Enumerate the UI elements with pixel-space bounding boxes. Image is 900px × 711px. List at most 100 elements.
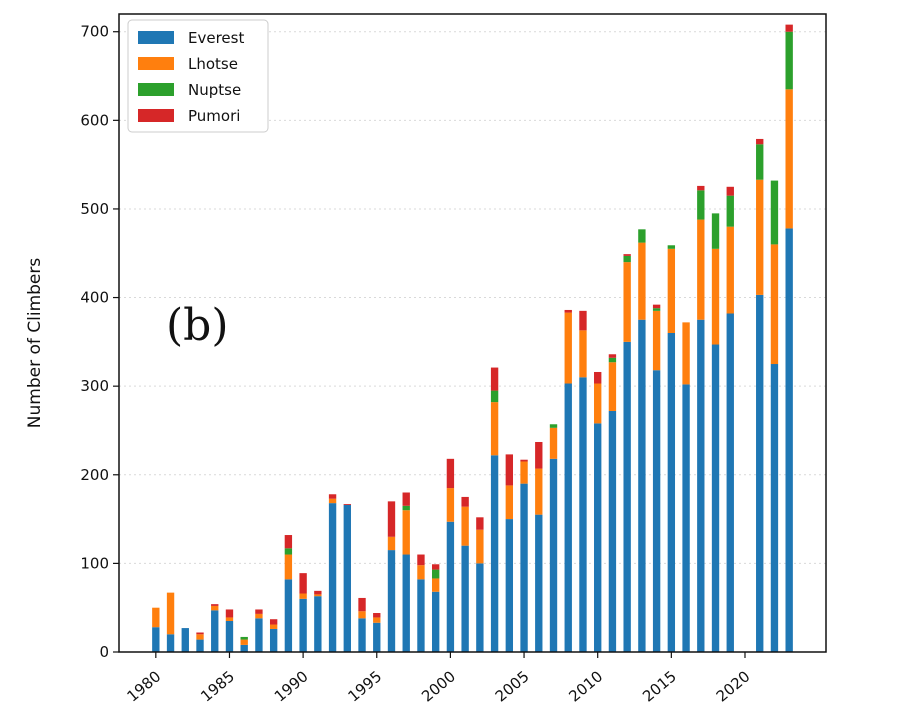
bar-segment-everest (255, 618, 263, 652)
bar-segment-pumori (225, 609, 234, 618)
bar-segment-everest (152, 627, 160, 652)
bar-segment-nuptse (490, 390, 499, 403)
bar-segment-lhotse (255, 613, 263, 619)
bar-segment-pumori (697, 185, 705, 191)
bar-segment-nuptse (549, 424, 558, 428)
bar-segment-everest (785, 228, 793, 652)
bar-segment-pumori (373, 613, 381, 618)
bar-segment-lhotse (564, 312, 572, 384)
bar-segment-everest (211, 610, 219, 652)
bar-segment-everest (770, 364, 779, 652)
bar-segment-lhotse (608, 362, 617, 411)
bar-segment-nuptse (638, 229, 646, 243)
bar-segment-nuptse (284, 548, 293, 555)
x-tick-label: 2010 (565, 667, 606, 705)
bar-segment-lhotse (373, 617, 381, 623)
bar-segment-lhotse (211, 605, 219, 611)
x-tick-label: 1980 (124, 667, 165, 705)
bar-segment-everest (225, 620, 234, 652)
legend-label-pumori: Pumori (188, 107, 240, 125)
bar-segment-pumori (211, 604, 219, 606)
bar-segment-lhotse (284, 554, 293, 580)
bar-segment-everest (417, 579, 425, 652)
y-tick-label: 200 (80, 466, 109, 484)
bar-segment-pumori (446, 458, 455, 489)
bar-segment-pumori (417, 554, 425, 566)
x-tick-label: 1995 (345, 667, 386, 705)
legend: Everest Lhotse Nuptse Pumori (127, 19, 269, 133)
bar-segment-lhotse (770, 244, 779, 365)
bar-segment-lhotse (505, 485, 514, 520)
bar-segment-lhotse (697, 219, 705, 320)
bar-segment-everest (181, 628, 189, 652)
legend-swatch-everest (138, 31, 174, 44)
bar-segment-lhotse (579, 330, 587, 378)
bar-segment-pumori (579, 310, 587, 331)
bar-segment-pumori (255, 609, 263, 614)
x-tick-label: 2015 (639, 667, 680, 705)
bar-segment-everest (667, 333, 676, 652)
bar-segment-lhotse (535, 468, 543, 515)
bar-segment-pumori (328, 494, 337, 499)
legend-label-nuptse: Nuptse (188, 81, 241, 99)
x-tick-label: 1985 (197, 667, 238, 705)
bar-segment-pumori (358, 597, 366, 612)
bar-segment-everest (726, 313, 734, 652)
bar-segment-pumori (785, 24, 793, 32)
bar-segment-lhotse (623, 262, 631, 342)
bar-segment-lhotse (667, 248, 676, 333)
bar-segment-lhotse (446, 488, 455, 522)
bar-segment-everest (652, 370, 661, 652)
bar-segment-lhotse (152, 607, 160, 628)
bar-segment-lhotse (638, 242, 646, 320)
bar-segment-everest (269, 628, 278, 652)
legend-label-everest: Everest (188, 29, 244, 47)
bar-segment-everest (166, 634, 175, 652)
bar-segment-lhotse (358, 611, 366, 619)
bar-segment-lhotse (756, 179, 764, 295)
bar-segment-everest (608, 410, 617, 652)
y-tick-label: 500 (80, 200, 109, 218)
bar-segment-pumori (726, 186, 734, 196)
y-tick-label: 0 (99, 643, 109, 661)
bar-segment-pumori (431, 564, 440, 570)
x-tick-label: 2000 (418, 667, 459, 705)
bar-segment-everest (284, 579, 293, 652)
bar-segment-lhotse (461, 506, 469, 546)
bar-segment-lhotse (402, 510, 410, 555)
y-axis-ticks: 0 100 200 300 400 500 600 700 (80, 23, 119, 661)
bar-segment-pumori (535, 441, 543, 469)
bar-segment-lhotse (490, 402, 499, 456)
bar-segment-lhotse (549, 427, 558, 459)
bar-segment-nuptse (240, 636, 248, 640)
y-tick-label: 400 (80, 289, 109, 307)
panel-label: (b) (166, 300, 229, 351)
legend-swatch-lhotse (138, 57, 174, 70)
bar-segment-everest (549, 458, 558, 652)
bar-segment-pumori (505, 454, 514, 486)
bar-segment-nuptse (697, 190, 705, 220)
bar-segment-everest (579, 377, 587, 652)
bar-segment-lhotse (431, 578, 440, 592)
bar-segment-lhotse (652, 310, 661, 371)
bar-segment-lhotse (476, 529, 484, 564)
bar-segment-nuptse (402, 505, 410, 511)
bar-segment-lhotse (387, 536, 396, 551)
y-tick-label: 300 (80, 377, 109, 395)
bar-segment-nuptse (431, 569, 440, 579)
bar-segment-lhotse (314, 594, 322, 597)
bar-segment-lhotse (520, 461, 528, 484)
bar-segment-everest (564, 383, 572, 652)
bar-segment-nuptse (785, 31, 793, 90)
bar-segment-lhotse (225, 617, 234, 621)
bar-segment-pumori (387, 501, 396, 537)
bar-segment-nuptse (623, 255, 631, 263)
bar-segment-everest (682, 384, 690, 652)
bar-segment-everest (505, 519, 514, 652)
bar-segment-lhotse (594, 383, 602, 424)
bar-segment-everest (490, 455, 499, 652)
bar-segment-lhotse (166, 592, 175, 635)
bar-segment-pumori (756, 138, 764, 145)
bar-segment-everest (328, 503, 337, 652)
x-axis-ticks: 1980 1985 1990 1995 2000 2005 2010 2015 2020 (124, 652, 754, 706)
